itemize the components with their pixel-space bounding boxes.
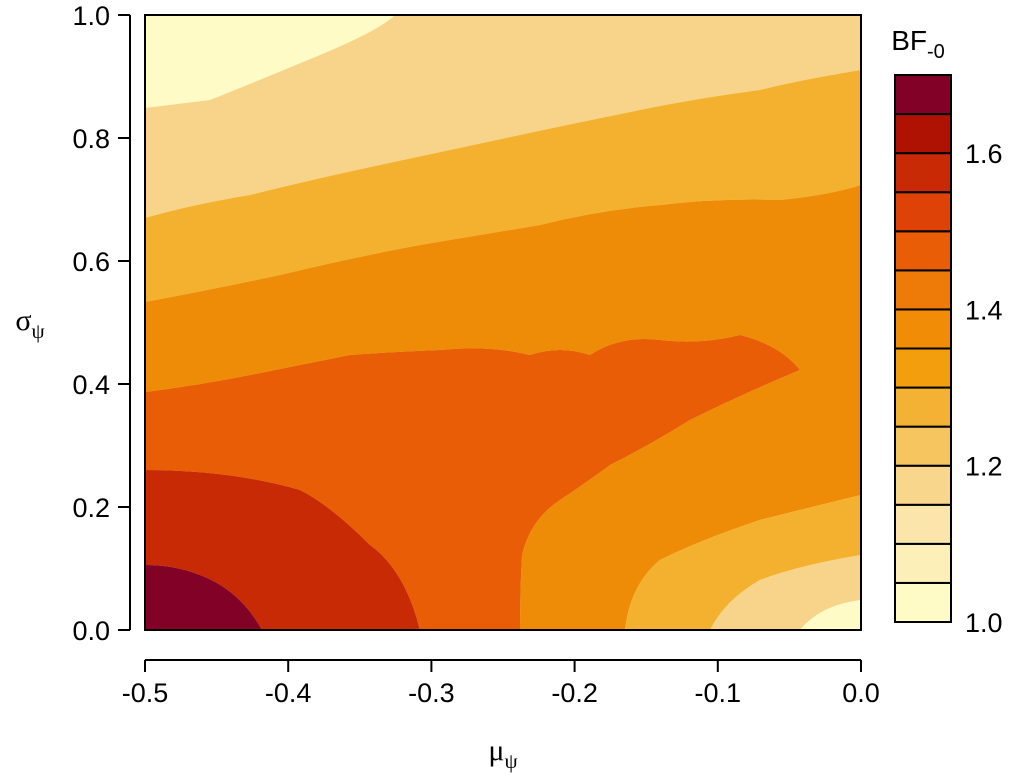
colorbar-title: BF-0: [891, 25, 945, 63]
colorbar-swatch: [894, 542, 952, 584]
colorbar-title-sub: -0: [927, 41, 945, 63]
colorbar-swatch: [894, 74, 952, 116]
colorbar-swatch: [894, 464, 952, 506]
region-band-1.20-right: [625, 495, 861, 630]
colorbar-swatch: [894, 113, 952, 155]
x-tick-label: -0.4: [265, 678, 312, 708]
colorbar-swatch: [894, 191, 952, 233]
colorbar-swatch: [894, 152, 952, 194]
y-tick-label: 1.0: [72, 1, 110, 31]
region-band-1.35: [145, 70, 861, 302]
y-axis-title: σψ: [15, 304, 44, 343]
y-tick-label: 0.8: [72, 124, 110, 154]
region-band-1.65: [145, 470, 420, 630]
x-tick-label: -0.2: [551, 678, 598, 708]
x-axis-title-main: μ: [488, 734, 504, 767]
y-tick-label: 0.6: [72, 247, 110, 277]
region-band-1.45: [145, 185, 861, 630]
colorbar-tick-label: 1.4: [965, 295, 1003, 325]
colorbar-swatch: [894, 386, 952, 428]
region-band-1.70: [145, 565, 262, 630]
colorbar-title-main: BF: [891, 25, 927, 56]
x-tick-label: -0.5: [122, 678, 169, 708]
y-tick-label: 0.2: [72, 493, 110, 523]
colorbar-swatch: [894, 230, 952, 272]
colorbar-tick-label: 1.0: [965, 608, 1003, 638]
colorbar-swatch: [894, 269, 952, 311]
x-tick-label: 0.0: [842, 678, 880, 708]
contour-regions: [145, 15, 861, 630]
plot-frame: [144, 14, 862, 631]
colorbar-tick-label: 1.2: [965, 452, 1003, 482]
y-tick-label: 0.4: [72, 370, 110, 400]
colorbar-swatch: [894, 581, 952, 624]
x-axis-title: μψ: [488, 734, 517, 773]
region-band-1.00-right: [800, 600, 861, 630]
colorbar: 1.0 1.2 1.4 1.6: [894, 74, 1003, 638]
region-band-1.25: [145, 15, 861, 218]
region-band-1.10-right: [710, 555, 861, 630]
x-axis-title-sub: ψ: [504, 749, 517, 773]
x-tick-label: -0.1: [695, 678, 742, 708]
y-axis-title-sub: ψ: [32, 319, 45, 343]
colorbar-tick-label: 1.6: [965, 139, 1003, 169]
y-tick-label: 0.0: [72, 616, 110, 646]
colorbar-swatch: [894, 503, 952, 545]
colorbar-swatch: [894, 347, 952, 389]
x-axis: -0.5 -0.4 -0.3 -0.2 -0.1 0.0: [122, 659, 880, 708]
region-band-1.55: [145, 335, 800, 630]
y-axis: 0.0 0.2 0.4 0.6 0.8 1.0: [72, 1, 131, 646]
colorbar-swatch: [894, 425, 952, 467]
region-band-1.15: [145, 15, 395, 108]
x-tick-label: -0.3: [408, 678, 455, 708]
colorbar-swatch: [894, 308, 952, 350]
y-axis-title-main: σ: [15, 304, 31, 337]
